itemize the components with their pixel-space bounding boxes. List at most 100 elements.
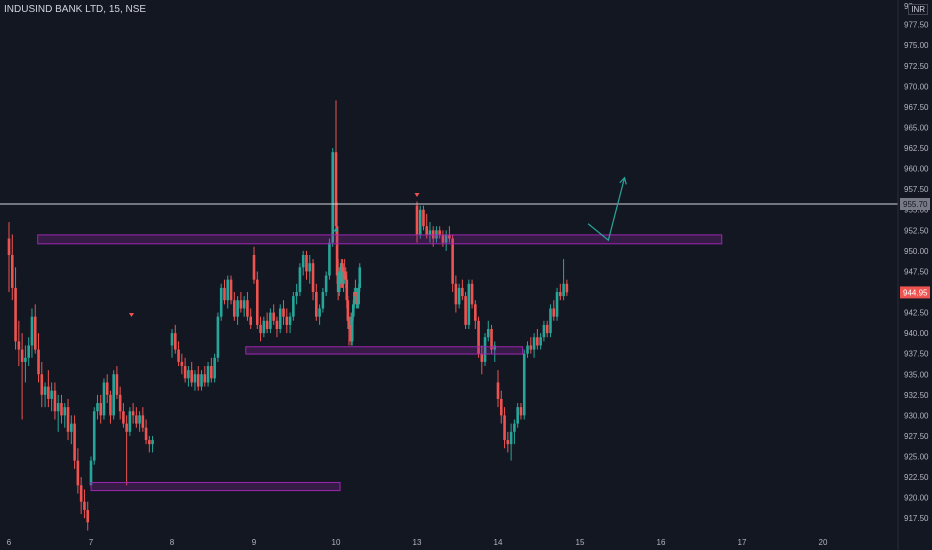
last-price-tag: 944.95 [900,286,930,299]
candle-body [513,423,516,432]
candle [131,403,135,424]
candle [141,407,145,432]
time-tick-label: 8 [170,538,175,547]
candle-body [428,230,432,235]
candle-body [422,209,425,227]
price-tick-label: 977.50 [904,21,929,30]
candle [180,353,184,375]
candle-body [141,415,145,428]
price-tick-label: 935.00 [904,370,929,379]
candle-body [272,312,275,321]
candle-body [190,370,193,383]
price-tick-label: 927.50 [904,432,929,441]
candle-body [562,283,565,297]
candle [63,403,67,428]
candle [474,300,477,330]
candle [305,250,308,280]
candle-body [343,271,346,276]
candle [428,222,432,243]
candle-body [177,349,180,362]
candle [102,378,106,420]
price-tick-label: 950.00 [904,247,929,256]
support-resistance-zone[interactable] [245,346,524,355]
candle-body [467,283,471,325]
buy-marker [333,227,339,232]
candle [496,370,500,408]
candle [422,205,425,231]
candle [92,407,96,465]
candle [255,271,259,330]
candle [148,435,151,453]
candle-body [242,300,246,309]
time-tick-label: 20 [819,538,828,547]
candle [70,415,73,445]
candle-body [206,366,210,383]
candle [545,320,549,338]
candle-body [223,287,226,301]
time-tick-label: 15 [576,538,585,547]
candle-body [358,267,362,288]
candle [37,333,40,383]
candle-body [7,238,11,255]
price-axis[interactable]: 98977.50975.00972.50970.00967.50965.0096… [904,2,929,523]
candle-body [451,238,454,284]
candle-body [539,337,542,346]
resistance-price-tag-bg [900,197,930,210]
candle [43,382,47,408]
candle-body [60,403,63,416]
candle-body [236,300,239,317]
candle-body [324,275,328,292]
candle [519,403,523,420]
candle [315,283,318,321]
currency-badge[interactable]: INR [908,4,928,15]
projection-arrow-head [619,176,627,185]
candle-body [76,460,80,486]
support-resistance-zone[interactable] [37,234,723,245]
time-tick-label: 16 [657,538,666,547]
price-tick-label: 972.50 [904,62,929,71]
price-tick-label: 920.00 [904,494,929,503]
candle [565,279,569,297]
candle-body [180,361,184,367]
zones-layer[interactable] [37,234,723,492]
price-tags: 955.70 944.95 [900,197,930,299]
time-axis[interactable]: 6 7 8 9 10 13 14 15 16 17 20 [7,538,828,547]
candle-body [50,390,53,399]
support-resistance-zone[interactable] [90,481,341,492]
last-price-tag-text: 944.95 [903,288,928,297]
candle-body [216,316,220,358]
time-tick-label: 13 [413,538,422,547]
candle-body [448,234,451,239]
candle-body [305,254,308,272]
candle [79,477,83,515]
candle [226,275,230,309]
price-tick-label: 960.00 [904,165,929,174]
candle [282,300,285,325]
candle [262,316,266,338]
candle-body [357,287,360,305]
candle [335,201,339,284]
candle [99,394,103,424]
resistance-price-tag: 955.70 [900,197,930,210]
candle-body [552,308,556,317]
candle [33,304,37,354]
projection-arrow[interactable] [587,177,626,242]
candle-body [474,304,477,321]
candle-body [33,316,37,350]
candle [549,304,552,338]
candle [112,370,115,420]
price-tick-label: 922.50 [904,473,929,482]
candle-body [529,345,533,350]
candle-body [454,283,458,305]
candle [464,291,467,330]
candle [115,366,119,399]
candle [252,246,256,284]
candle-body [30,316,34,346]
candle [203,366,207,387]
candle-body [345,279,349,301]
candle-body [506,440,510,445]
candle [308,254,312,284]
candle-body [118,394,122,412]
symbol-title: INDUSIND BANK LTD, 15, NSE [4,4,147,15]
